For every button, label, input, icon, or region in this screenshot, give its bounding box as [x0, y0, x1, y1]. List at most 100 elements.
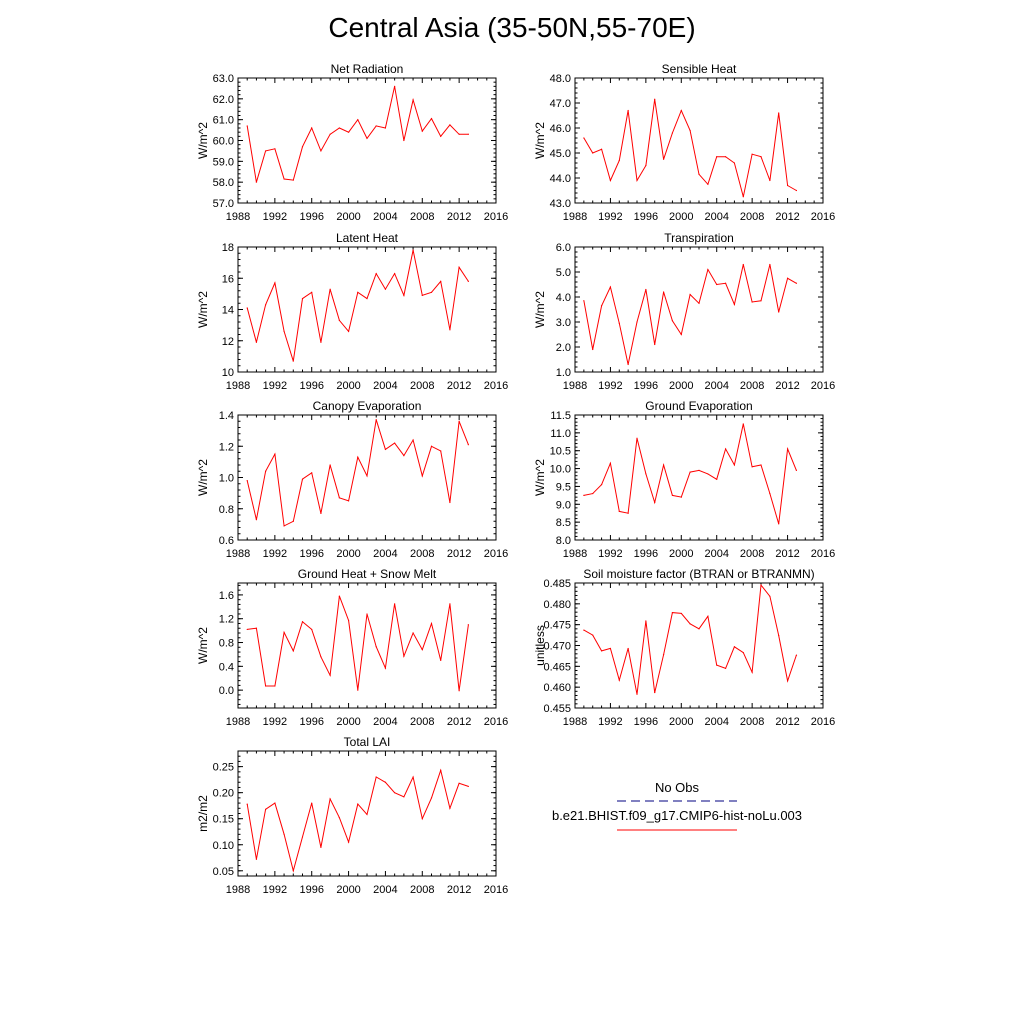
- data-point: [375, 125, 377, 127]
- data-point: [467, 785, 469, 788]
- y-tick-label: 9.0: [556, 499, 571, 511]
- data-point: [311, 291, 313, 293]
- data-point: [394, 85, 396, 87]
- data-point: [265, 470, 267, 472]
- data-point: [403, 455, 405, 457]
- panel-title: Ground Heat + Snow Melt: [298, 567, 437, 581]
- data-point: [255, 341, 258, 343]
- x-tick-label: 1988: [226, 211, 250, 223]
- y-tick-label: 46.0: [550, 123, 571, 135]
- x-tick-label: 2008: [410, 716, 434, 728]
- y-tick-label: 58.0: [213, 177, 234, 189]
- data-point: [592, 634, 594, 636]
- x-tick-label: 2012: [775, 211, 799, 223]
- y-tick-label: 6.0: [556, 242, 571, 254]
- data-point: [716, 156, 718, 158]
- series-line: [246, 419, 469, 527]
- y-tick-label: 0.20: [213, 788, 234, 800]
- data-point: [760, 300, 762, 302]
- y-tick-label: 0.485: [543, 578, 571, 590]
- y-tick-label: 0.05: [213, 866, 234, 878]
- x-tick-label: 2000: [669, 380, 693, 392]
- data-point: [440, 135, 442, 137]
- data-point: [769, 595, 771, 597]
- x-tick-label: 2012: [447, 716, 471, 728]
- data-point: [421, 475, 423, 477]
- data-point: [292, 520, 294, 522]
- x-tick-label: 2004: [373, 211, 397, 223]
- y-axis-label: W/m^2: [196, 122, 210, 159]
- data-point: [338, 319, 340, 322]
- y-tick-label: 12: [222, 336, 234, 348]
- data-point: [733, 646, 736, 648]
- data-point: [733, 162, 736, 164]
- y-tick-label: 61.0: [213, 115, 234, 127]
- data-point: [421, 294, 423, 297]
- data-point: [662, 464, 665, 466]
- chart-panel-6: Ground Evaporation W/m^2 1988 1992 1996 2000 2…: [533, 399, 835, 560]
- data-point: [311, 802, 313, 804]
- y-tick-label: 2.0: [556, 342, 571, 354]
- data-point: [292, 650, 294, 652]
- data-point: [769, 263, 771, 266]
- y-tick-label: 1.6: [219, 590, 234, 602]
- data-point: [384, 667, 387, 669]
- data-point: [654, 501, 656, 504]
- data-point: [440, 280, 442, 282]
- y-axis-label: m2/m2: [196, 795, 210, 832]
- data-point: [724, 156, 727, 158]
- data-point: [292, 179, 294, 181]
- data-point: [246, 307, 248, 309]
- data-point: [357, 291, 359, 293]
- data-point: [292, 360, 294, 362]
- x-tick-label: 2016: [484, 211, 508, 223]
- data-point: [742, 263, 744, 266]
- data-point: [301, 621, 304, 623]
- data-point: [301, 836, 304, 838]
- data-point: [698, 469, 700, 471]
- data-point: [760, 464, 762, 466]
- data-point: [403, 796, 405, 798]
- data-point: [467, 133, 469, 135]
- data-point: [347, 841, 350, 843]
- data-point: [246, 480, 248, 482]
- data-point: [255, 627, 258, 629]
- x-tick-label: 1992: [263, 211, 287, 223]
- data-point: [449, 603, 451, 605]
- data-point: [458, 690, 460, 692]
- main-title: Central Asia (35-50N,55-70E): [328, 12, 696, 43]
- x-tick-label: 2008: [410, 884, 434, 896]
- x-tick-label: 2000: [336, 548, 360, 560]
- y-tick-label: 0.480: [543, 599, 571, 611]
- y-tick-label: 18: [222, 242, 234, 254]
- x-tick-label: 2016: [811, 548, 835, 560]
- data-point: [320, 150, 322, 152]
- y-tick-label: 8.5: [556, 517, 571, 529]
- data-point: [786, 184, 789, 187]
- data-point: [662, 158, 665, 160]
- x-tick-label: 1996: [299, 211, 323, 223]
- data-point: [609, 462, 612, 464]
- data-point: [769, 179, 771, 182]
- data-point: [645, 473, 647, 475]
- data-point: [795, 654, 798, 656]
- data-point: [375, 646, 377, 648]
- x-tick-label: 2016: [811, 380, 835, 392]
- data-point: [384, 781, 387, 783]
- x-tick-label: 2004: [373, 884, 397, 896]
- x-tick-label: 2008: [740, 380, 764, 392]
- data-point: [357, 456, 359, 458]
- data-point: [320, 656, 322, 658]
- plot-frame: [574, 77, 824, 204]
- series-line: [246, 250, 469, 362]
- data-point: [375, 272, 377, 275]
- data-point: [430, 622, 433, 625]
- data-point: [311, 127, 313, 129]
- data-point: [751, 153, 753, 155]
- data-point: [662, 654, 665, 656]
- data-point: [467, 280, 469, 282]
- panel-title: Total LAI: [344, 735, 391, 749]
- data-point: [680, 496, 682, 498]
- data-point: [778, 523, 780, 525]
- data-point: [292, 870, 294, 872]
